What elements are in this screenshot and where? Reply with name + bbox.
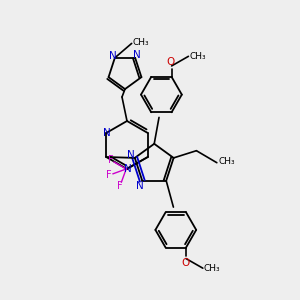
- Text: O: O: [181, 258, 189, 268]
- Text: N: N: [136, 181, 144, 191]
- Text: CH₃: CH₃: [132, 38, 149, 47]
- Text: F: F: [117, 181, 123, 191]
- Text: N: N: [127, 150, 135, 160]
- Text: N: N: [103, 128, 111, 138]
- Text: CH₃: CH₃: [189, 52, 206, 61]
- Text: CH₃: CH₃: [203, 264, 220, 273]
- Text: F: F: [106, 170, 112, 180]
- Text: N: N: [133, 50, 141, 60]
- Text: N: N: [124, 164, 132, 174]
- Text: N: N: [109, 51, 117, 61]
- Text: F: F: [108, 155, 113, 165]
- Text: O: O: [167, 57, 175, 67]
- Text: CH₃: CH₃: [218, 157, 235, 166]
